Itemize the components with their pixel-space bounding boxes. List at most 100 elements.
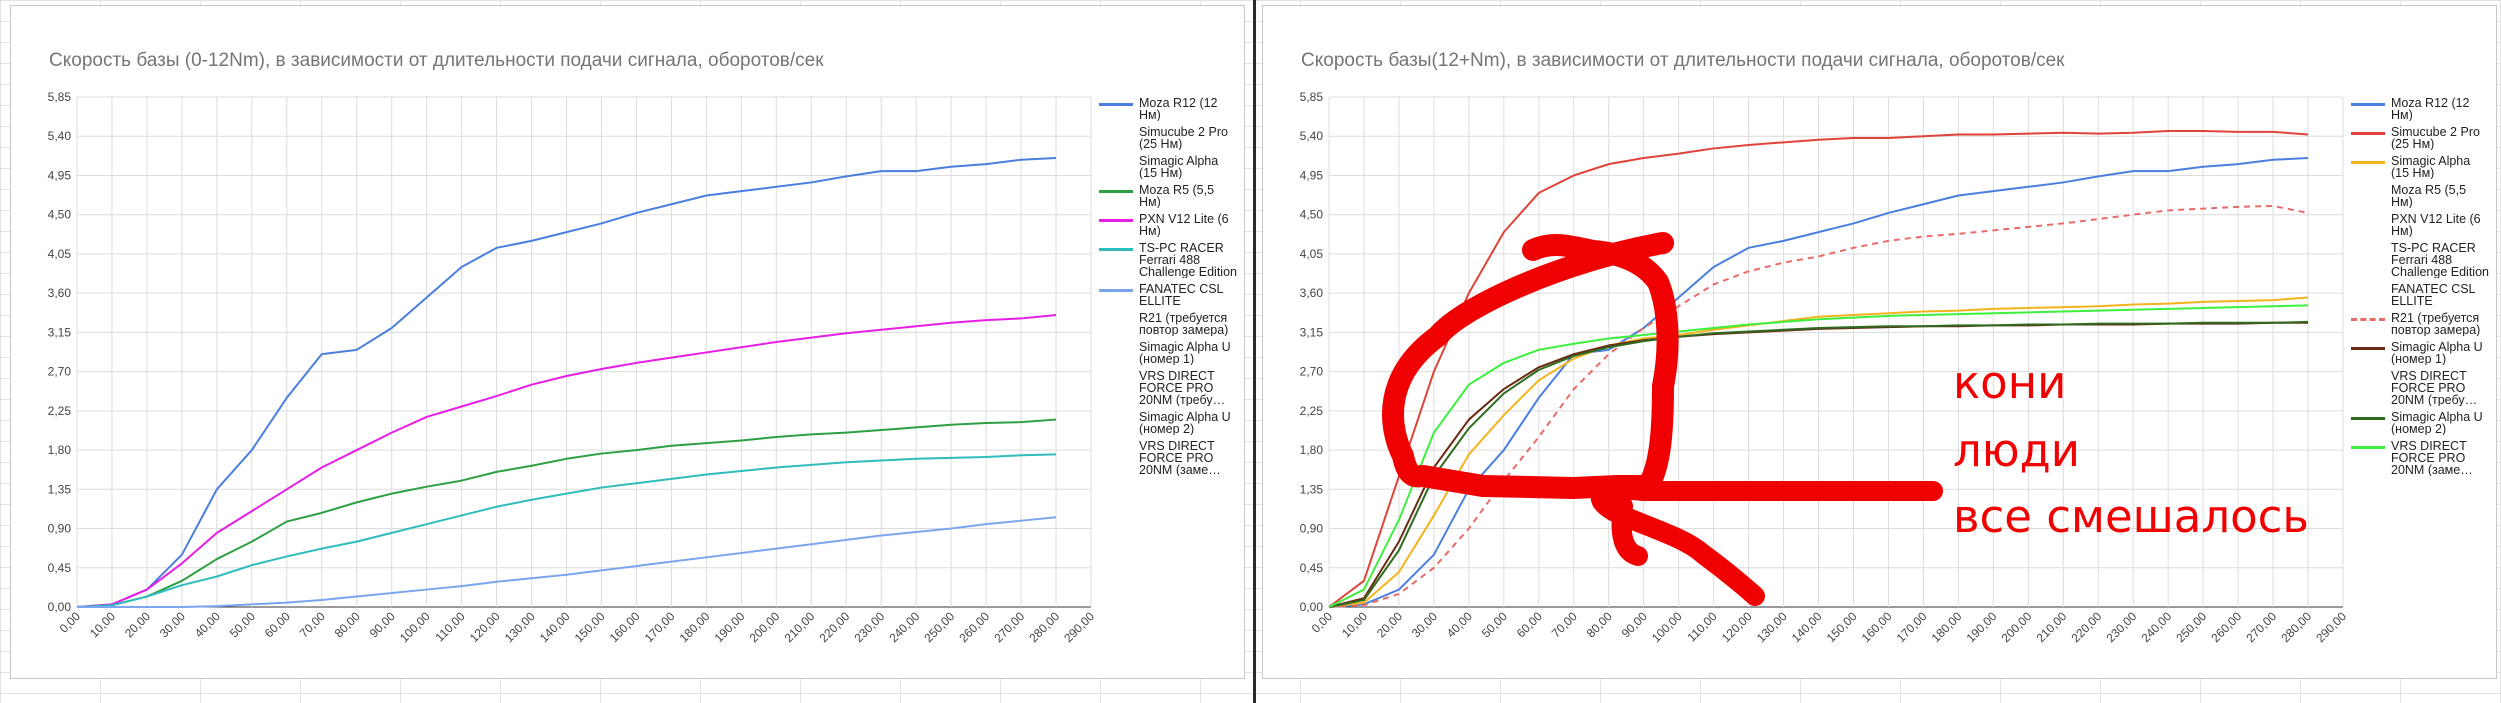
y-tick-label: 0,00 [1300,600,1324,614]
legend-label: Moza R12 (12 Нм) [1139,97,1218,121]
legend-label: PXN V12 Lite (6 Нм) [1139,213,1229,237]
legend-label: Simagic Alpha U (номер 2) [2391,411,2483,435]
y-tick-label: 3,15 [48,325,72,339]
legend-item[interactable]: TS-PC RACER Ferrari 488 Challenge Editio… [2351,242,2496,278]
legend-label: Simagic Alpha (15 Нм) [2391,155,2471,179]
y-tick-label: 5,85 [1300,90,1324,104]
series-line [76,453,1057,608]
x-tick-label: 70,00 [297,609,328,640]
legend-item[interactable]: Moza R5 (5,5 Нм) [1099,184,1244,208]
series-line [1328,157,2309,608]
legend-swatch [1099,417,1133,420]
y-tick-label: 5,85 [48,90,72,104]
annotation-text: кони [1953,356,2066,409]
x-tick-label: 100,00 [397,609,433,645]
x-tick-label: 170,00 [642,609,678,645]
legend-item[interactable]: PXN V12 Lite (6 Нм) [1099,213,1244,237]
legend-item[interactable]: Simucube 2 Pro (25 Нм) [1099,126,1244,150]
legend-item[interactable]: R21 (требуется повтор замера) [1099,312,1244,336]
legend-item[interactable]: Simagic Alpha (15 Нм) [2351,155,2496,179]
x-tick-label: 110,00 [1685,609,1720,644]
legend-swatch [1099,446,1133,449]
x-tick-label: 270,00 [2243,609,2279,645]
x-tick-label: 250,00 [2173,609,2209,645]
chart-right[interactable]: Скорость базы(12+Nm), в зависимости от д… [1262,5,2497,679]
panel-divider [1253,0,1256,703]
legend-swatch [2351,248,2385,251]
legend-label: Simagic Alpha U (номер 2) [1139,411,1231,435]
legend-label: Simagic Alpha U (номер 1) [1139,341,1231,365]
legend-item[interactable]: VRS DIRECT FORCE PRO 20NM (требу… [1099,370,1244,406]
legend-item[interactable]: R21 (требуется повтор замера) [2351,312,2496,336]
x-tick-label: 50,00 [1479,609,1510,640]
legend-label: Moza R5 (5,5 Нм) [2391,184,2467,208]
y-tick-label: 0,45 [48,561,72,575]
y-tick-label: 3,60 [48,286,72,300]
x-tick-label: 240,00 [886,609,922,645]
y-tick-label: 0,90 [1300,522,1324,536]
legend-item[interactable]: FANATEC CSL ELLITE [1099,283,1244,307]
x-tick-label: 180,00 [1929,609,1965,645]
legend-item[interactable]: Simagic Alpha U (номер 2) [2351,411,2496,435]
x-tick-label: 60,00 [1514,609,1545,640]
legend-swatch [1099,190,1133,193]
x-tick-label: 100,00 [1649,609,1685,645]
x-tick-label: 140,00 [1789,609,1825,645]
legend-item[interactable]: Moza R12 (12 Нм) [2351,97,2496,121]
handwritten-annotation: кони люди все смешалось [1381,232,2309,606]
y-tick-label: 1,35 [48,482,72,496]
legend-label: Simagic Alpha U (номер 1) [2391,341,2483,365]
series-line [76,418,1057,608]
annotation-arrow [1590,479,1943,606]
legend-item[interactable]: FANATEC CSL ELLITE [2351,283,2496,307]
y-tick-label: 5,40 [1300,129,1324,143]
x-tick-label: 170,00 [1894,609,1930,645]
legend-swatch [1099,347,1133,350]
y-tick-label: 0,00 [48,600,72,614]
x-tick-label: 260,00 [956,609,992,645]
legend-item[interactable]: Simagic Alpha U (номер 2) [1099,411,1244,435]
legend-label: PXN V12 Lite (6 Нм) [2391,213,2481,237]
legend-label: Simucube 2 Pro (25 Нм) [1139,126,1228,150]
legend-item[interactable]: VRS DIRECT FORCE PRO 20NM (требу… [2351,370,2496,406]
legend-label: FANATEC CSL ELLITE [1139,283,1224,307]
x-tick-label: 30,00 [1409,609,1440,640]
legend-label: TS-PC RACER Ferrari 488 Challenge Editio… [1139,242,1237,278]
x-tick-label: 60,00 [262,609,293,640]
y-tick-label: 4,05 [48,247,72,261]
legend-item[interactable]: PXN V12 Lite (6 Нм) [2351,213,2496,237]
x-tick-label: 290,00 [2313,609,2349,645]
legend-item[interactable]: Simagic Alpha U (номер 1) [2351,341,2496,365]
legend-swatch [2351,103,2385,106]
y-tick-label: 1,80 [48,443,72,457]
chart-left[interactable]: Скорость базы (0-12Nm), в зависимости от… [10,5,1245,679]
x-tick-label: 190,00 [1964,609,2000,645]
legend-item[interactable]: Simagic Alpha (15 Нм) [1099,155,1244,179]
x-tick-label: 210,00 [782,609,818,645]
annotation-text: все смешалось [1953,490,2309,543]
x-tick-label: 280,00 [1026,609,1062,645]
y-tick-label: 4,95 [1300,168,1324,182]
legend-swatch [2351,417,2385,420]
x-tick-label: 90,00 [367,609,398,640]
x-tick-label: 120,00 [1719,609,1755,645]
chart-legend: Moza R12 (12 Нм) Simucube 2 Pro (25 Нм) Si… [1099,97,1244,481]
y-tick-label: 4,05 [1300,247,1324,261]
chart-legend: Moza R12 (12 Нм) Simucube 2 Pro (25 Нм) Si… [2351,97,2496,481]
x-tick-label: 220,00 [817,609,853,645]
x-tick-label: 120,00 [467,609,503,645]
legend-item[interactable]: VRS DIRECT FORCE PRO 20NM (заме… [1099,440,1244,476]
legend-item[interactable]: Moza R5 (5,5 Нм) [2351,184,2496,208]
x-tick-label: 20,00 [1374,609,1405,640]
legend-item[interactable]: Moza R12 (12 Нм) [1099,97,1244,121]
legend-label: FANATEC CSL ELLITE [2391,283,2476,307]
legend-swatch [2351,446,2385,449]
legend-item[interactable]: TS-PC RACER Ferrari 488 Challenge Editio… [1099,242,1244,278]
legend-swatch [1099,219,1133,222]
annotation-text: люди [1953,424,2080,477]
legend-item[interactable]: VRS DIRECT FORCE PRO 20NM (заме… [2351,440,2496,476]
x-tick-label: 190,00 [712,609,748,645]
legend-item[interactable]: Simagic Alpha U (номер 1) [1099,341,1244,365]
legend-item[interactable]: Simucube 2 Pro (25 Нм) [2351,126,2496,150]
x-tick-label: 40,00 [192,609,223,640]
